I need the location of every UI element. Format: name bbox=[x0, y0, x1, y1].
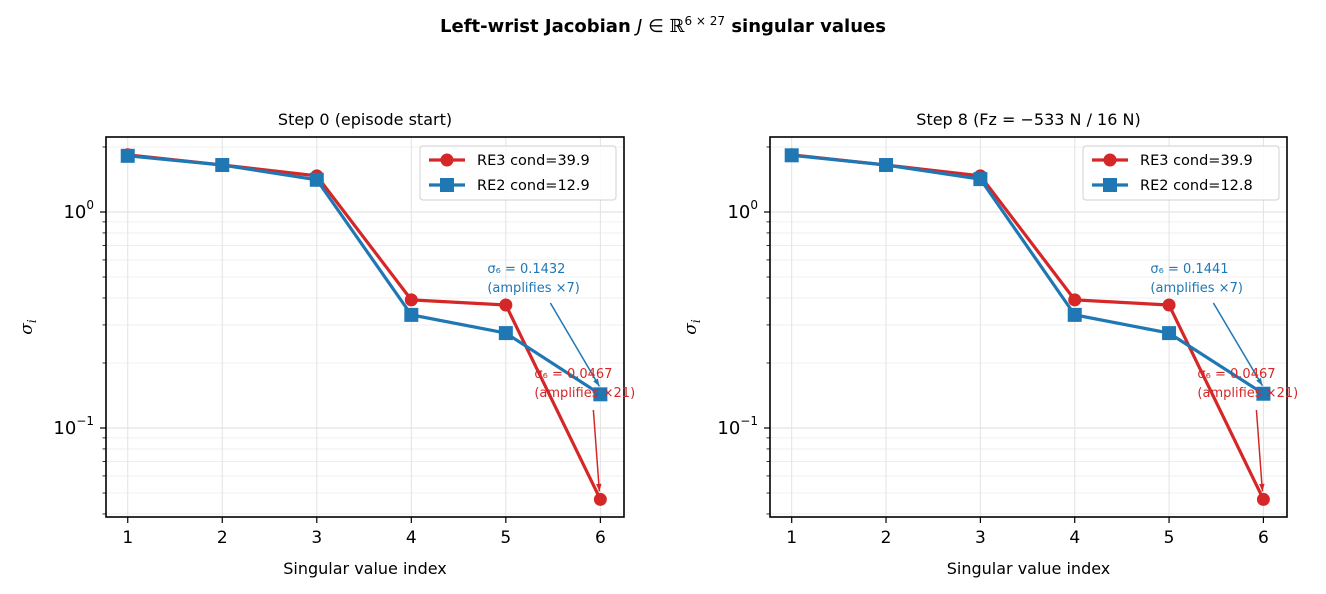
title-dims: 6 × 27 bbox=[684, 14, 726, 28]
legend-label: RE3 cond=39.9 bbox=[1140, 153, 1253, 169]
data-point[interactable] bbox=[215, 158, 230, 173]
data-point[interactable] bbox=[309, 172, 324, 187]
annotation-re3: σ₆ = 0.0467 (amplifies ×21) bbox=[1197, 367, 1298, 492]
annotation-note: (amplifies ×7) bbox=[487, 281, 580, 296]
annotation-re3: σ₆ = 0.0467 (amplifies ×21) bbox=[534, 367, 635, 492]
gridlines bbox=[106, 137, 624, 517]
data-point[interactable] bbox=[1256, 492, 1270, 506]
title-prefix: Left-wrist Jacobian bbox=[440, 16, 638, 37]
annotation-note: (amplifies ×21) bbox=[1197, 386, 1298, 401]
title-in: ∈ bbox=[642, 16, 670, 37]
data-point[interactable] bbox=[404, 293, 418, 307]
data-point[interactable] bbox=[1162, 298, 1176, 312]
title-set: ℝ bbox=[669, 16, 685, 37]
x-tick-label: 6 bbox=[595, 528, 606, 548]
x-tick-label: 4 bbox=[406, 528, 417, 548]
annotation-re2: σ₆ = 0.1432 (amplifies ×7) bbox=[487, 262, 601, 387]
gridlines bbox=[770, 137, 1287, 517]
subplot-step-0: 1 2 3 4 5 6 100 10−1 Step 0 (episode start) Singu… bbox=[17, 110, 635, 578]
x-axis-label: Singular value index bbox=[947, 559, 1111, 578]
annotation-value: σ₆ = 0.1432 bbox=[487, 262, 565, 277]
series-re3 bbox=[785, 148, 1270, 506]
data-point[interactable] bbox=[593, 492, 607, 506]
series-re2 bbox=[784, 148, 1271, 401]
data-point[interactable] bbox=[1067, 307, 1082, 322]
axes-frame bbox=[105, 136, 625, 518]
title-symbol: J bbox=[637, 16, 643, 37]
data-point[interactable] bbox=[498, 326, 513, 341]
annotation-re2: σ₆ = 0.1441 (amplifies ×7) bbox=[1150, 262, 1264, 387]
data-point[interactable] bbox=[499, 298, 513, 312]
subplot-title: Step 0 (episode start) bbox=[278, 110, 452, 129]
data-point[interactable] bbox=[404, 307, 419, 322]
data-point[interactable] bbox=[973, 172, 988, 187]
data-point[interactable] bbox=[1068, 293, 1082, 307]
axes-frame bbox=[769, 136, 1288, 518]
data-point[interactable] bbox=[879, 158, 894, 173]
title-suffix: singular values bbox=[725, 16, 886, 37]
data-point[interactable] bbox=[1162, 326, 1177, 341]
legend-label: RE2 cond=12.9 bbox=[477, 178, 590, 194]
x-tick-label: 2 bbox=[881, 528, 892, 548]
x-tick-label: 2 bbox=[217, 528, 228, 548]
annotation-note: (amplifies ×21) bbox=[534, 386, 635, 401]
x-tick-label: 3 bbox=[311, 528, 322, 548]
x-tick-label: 4 bbox=[1069, 528, 1080, 548]
x-tick-label: 5 bbox=[1164, 528, 1175, 548]
data-point[interactable] bbox=[784, 148, 799, 163]
y-tick-label: 100 bbox=[727, 198, 758, 223]
x-tick-label: 5 bbox=[500, 528, 511, 548]
series-re2 bbox=[120, 148, 608, 402]
annotation-value: σ₆ = 0.0467 bbox=[534, 367, 612, 382]
data-point[interactable] bbox=[1256, 386, 1271, 401]
annotation-value: σ₆ = 0.1441 bbox=[1150, 262, 1228, 277]
x-tick-label: 3 bbox=[975, 528, 986, 548]
y-tick-label: 10−1 bbox=[53, 414, 94, 439]
legend-item-re3[interactable]: RE3 cond=39.9 bbox=[1092, 153, 1253, 169]
subplot-title: Step 8 (Fz = −533 N / 16 N) bbox=[916, 110, 1140, 129]
legend-item-re2[interactable]: RE2 cond=12.9 bbox=[429, 178, 590, 194]
legend-item-re3[interactable]: RE3 cond=39.9 bbox=[429, 153, 590, 169]
annotation-value: σ₆ = 0.0467 bbox=[1197, 367, 1275, 382]
y-axis-label: σi bbox=[17, 319, 39, 335]
legend: RE3 cond=39.9 RE2 cond=12.8 bbox=[1082, 145, 1280, 201]
data-point[interactable] bbox=[593, 387, 608, 402]
figure-title: Left-wrist Jacobian J ∈ ℝ6 × 27 singular… bbox=[0, 14, 1326, 37]
y-tick-label: 10−1 bbox=[717, 414, 758, 439]
data-point[interactable] bbox=[120, 148, 135, 163]
x-tick-label: 1 bbox=[786, 528, 797, 548]
annotation-note: (amplifies ×7) bbox=[1150, 281, 1243, 296]
legend: RE3 cond=39.9 RE2 cond=12.9 bbox=[419, 145, 617, 201]
series-re3 bbox=[121, 148, 607, 506]
y-tick-label: 100 bbox=[63, 198, 94, 223]
legend-label: RE2 cond=12.8 bbox=[1140, 178, 1253, 194]
legend-label: RE3 cond=39.9 bbox=[477, 153, 590, 169]
y-axis-label: σi bbox=[681, 319, 703, 335]
x-tick-label: 1 bbox=[122, 528, 133, 548]
subplot-step-8: 1 2 3 4 5 6 100 10−1 Step 8 (Fz = −533 N / 16 N)… bbox=[681, 110, 1298, 578]
legend-item-re2[interactable]: RE2 cond=12.8 bbox=[1092, 178, 1253, 194]
x-tick-label: 6 bbox=[1258, 528, 1269, 548]
x-axis-label: Singular value index bbox=[283, 559, 447, 578]
